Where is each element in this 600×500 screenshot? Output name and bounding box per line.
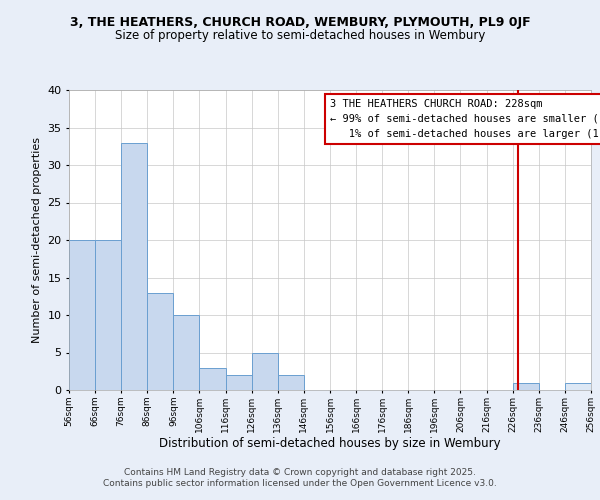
Bar (147, 292, 173, 390)
Text: Contains public sector information licensed under the Open Government Licence v3: Contains public sector information licen… (103, 480, 497, 488)
Y-axis label: Number of semi-detached properties: Number of semi-detached properties (32, 137, 41, 343)
Bar (226, 375, 252, 390)
Bar (69, 240, 95, 390)
Text: 3 THE HEATHERS CHURCH ROAD: 228sqm
← 99% of semi-detached houses are smaller (10: 3 THE HEATHERS CHURCH ROAD: 228sqm ← 99%… (330, 99, 600, 138)
Bar (95, 240, 121, 390)
Bar (121, 142, 147, 390)
X-axis label: Distribution of semi-detached houses by size in Wembury: Distribution of semi-detached houses by … (159, 438, 501, 450)
Bar (278, 375, 304, 390)
Bar (565, 382, 591, 390)
Bar (199, 368, 226, 390)
Bar (173, 315, 199, 390)
Text: 3, THE HEATHERS, CHURCH ROAD, WEMBURY, PLYMOUTH, PL9 0JF: 3, THE HEATHERS, CHURCH ROAD, WEMBURY, P… (70, 16, 530, 29)
Bar (513, 382, 539, 390)
Text: Size of property relative to semi-detached houses in Wembury: Size of property relative to semi-detach… (115, 28, 485, 42)
Text: Contains HM Land Registry data © Crown copyright and database right 2025.: Contains HM Land Registry data © Crown c… (124, 468, 476, 477)
Bar (251, 352, 278, 390)
